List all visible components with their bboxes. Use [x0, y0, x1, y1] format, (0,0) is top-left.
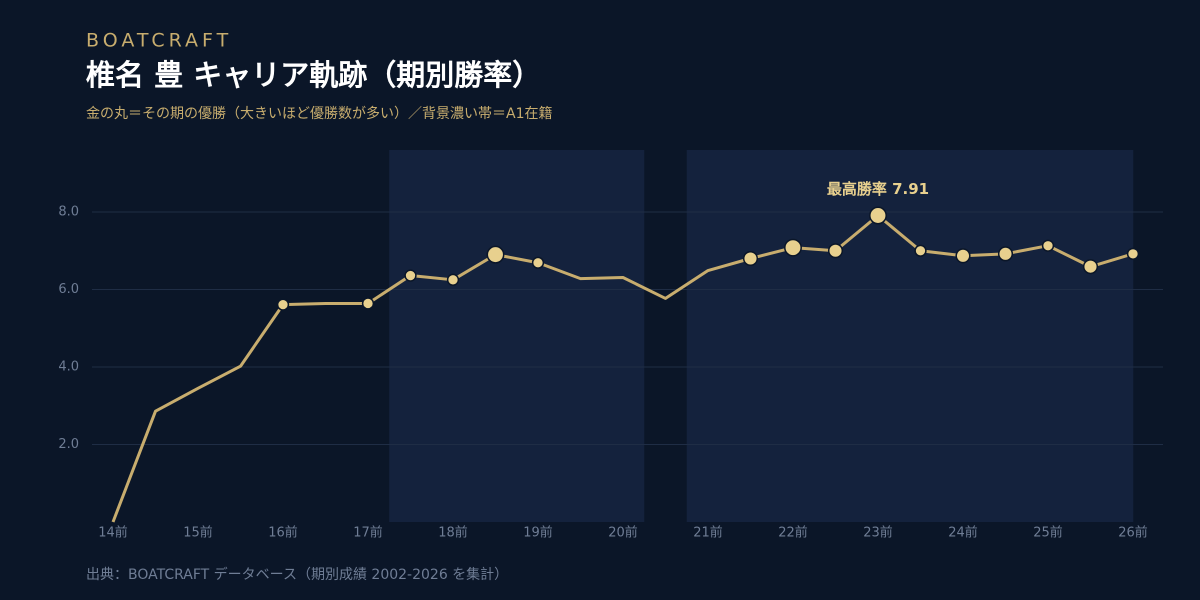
- x-tick-label: 26前: [1118, 525, 1148, 541]
- x-tick-label: 17前: [353, 525, 383, 541]
- win-marker: [531, 256, 545, 269]
- x-tick-label: 25前: [1033, 525, 1063, 541]
- x-tick-label: 19前: [523, 525, 553, 541]
- win-marker: [404, 269, 417, 282]
- win-marker: [869, 206, 887, 225]
- x-tick-label: 24前: [948, 525, 978, 541]
- x-tick-label: 20前: [608, 525, 638, 541]
- annotation: 最高勝率 7.91: [827, 180, 929, 198]
- y-tick-label: 6.0: [58, 282, 79, 297]
- win-marker: [784, 238, 802, 257]
- x-tick-label: 14前: [98, 525, 128, 541]
- a1-band: [686, 150, 1134, 522]
- win-marker: [742, 250, 759, 267]
- x-tick-label: 16前: [268, 525, 298, 541]
- x-tick-label: 22前: [778, 525, 808, 541]
- brand: BOATCRAFT: [86, 30, 232, 52]
- win-marker: [1126, 247, 1140, 261]
- a1-band: [389, 150, 645, 522]
- x-tick-label: 23前: [863, 525, 893, 541]
- win-marker: [361, 297, 375, 310]
- source: 出典：BOATCRAFT データベース（期別成績 2002-2026 を集計）: [86, 566, 508, 583]
- x-tick-label: 15前: [183, 525, 213, 541]
- win-marker: [955, 248, 971, 264]
- x-tick-label: 18前: [438, 525, 468, 541]
- win-marker: [827, 243, 844, 259]
- win-marker: [276, 298, 290, 311]
- chart-title: 椎名 豊 キャリア軌跡（期別勝率）: [86, 58, 541, 92]
- win-marker: [486, 245, 505, 264]
- subtitle: 金の丸＝その期の優勝（大きいほど優勝数が多い）／背景濃い帯＝A1在籍: [86, 105, 552, 122]
- x-tick-label: 21前: [693, 525, 723, 541]
- win-marker: [446, 273, 460, 286]
- y-tick-label: 2.0: [58, 437, 79, 452]
- win-marker: [914, 244, 927, 257]
- y-tick-label: 4.0: [58, 360, 79, 375]
- win-marker: [997, 246, 1014, 262]
- win-marker: [1041, 239, 1055, 252]
- win-marker: [1082, 259, 1099, 275]
- y-tick-label: 8.0: [58, 205, 79, 220]
